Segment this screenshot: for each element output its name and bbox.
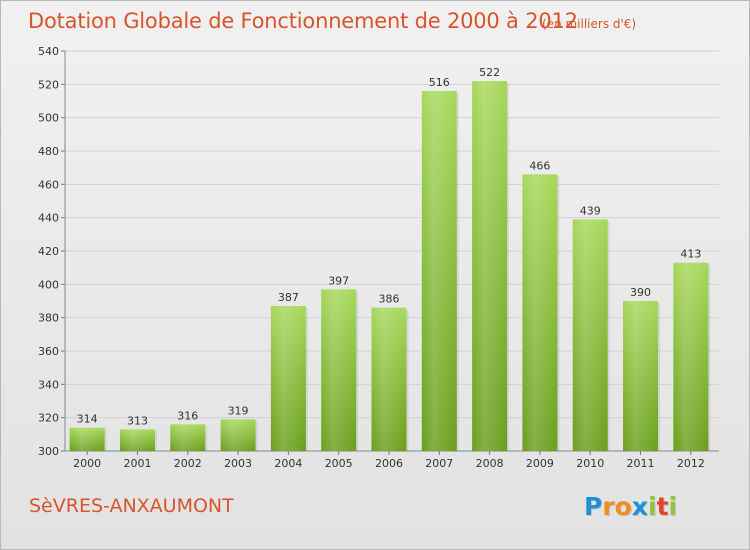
- logo-letter: P: [584, 492, 603, 521]
- bar-value-label: 439: [580, 204, 601, 217]
- x-tick-label: 2009: [526, 457, 554, 470]
- bar-highlight: [371, 307, 407, 451]
- x-tick-label: 2005: [325, 457, 353, 470]
- bar-highlight: [270, 306, 306, 451]
- bar-highlight: [69, 427, 105, 451]
- bar-highlight: [623, 301, 659, 451]
- y-tick-label: 360: [38, 345, 59, 358]
- x-tick-label: 2007: [425, 457, 453, 470]
- y-tick-label: 480: [38, 145, 59, 158]
- bar-value-label: 314: [77, 413, 98, 426]
- bar-highlight: [119, 429, 155, 451]
- y-tick-label: 500: [38, 112, 59, 125]
- bar-highlight: [170, 424, 206, 451]
- y-tick-label: 540: [38, 45, 59, 58]
- x-tick-label: 2003: [224, 457, 252, 470]
- logo-letter: o: [614, 492, 632, 521]
- bar-value-label: 466: [529, 159, 550, 172]
- x-tick-label: 2006: [375, 457, 403, 470]
- bar-value-label: 386: [379, 293, 400, 306]
- y-tick-label: 420: [38, 245, 59, 258]
- logo-letter: r: [602, 492, 615, 521]
- label-layer: 314 2000 313 2001 316 2002 319 2003 387 2004 397 20…: [73, 66, 705, 470]
- x-tick-label: 2010: [576, 457, 604, 470]
- bar-layer: [69, 81, 711, 452]
- bar-value-label: 319: [228, 404, 249, 417]
- bar-value-label: 313: [127, 414, 148, 427]
- y-tick-label: 460: [38, 178, 59, 191]
- logo-letter: i: [648, 492, 657, 521]
- bar-value-label: 387: [278, 291, 299, 304]
- y-tick-label: 520: [38, 78, 59, 91]
- bar-value-label: 397: [328, 274, 349, 287]
- y-tick-label: 400: [38, 278, 59, 291]
- x-tick-label: 2012: [677, 457, 705, 470]
- bar-value-label: 390: [630, 286, 651, 299]
- bar-highlight: [472, 81, 508, 451]
- y-tick-label: 380: [38, 312, 59, 325]
- x-tick-label: 2004: [274, 457, 302, 470]
- bar-highlight: [321, 289, 357, 451]
- proxiti-logo: Proxiti: [584, 492, 677, 521]
- logo-letter: t: [656, 492, 669, 521]
- bar-value-label: 522: [479, 66, 500, 79]
- x-tick-label: 2000: [73, 457, 101, 470]
- bar-highlight: [572, 219, 608, 451]
- logo-letter: i: [668, 492, 678, 521]
- y-tick-label: 440: [38, 212, 59, 225]
- bar-highlight: [220, 419, 256, 451]
- y-tick-label: 340: [38, 378, 59, 391]
- y-tick-label: 300: [38, 445, 59, 458]
- commune-name: SèVRES-ANXAUMONT: [29, 495, 234, 517]
- x-tick-label: 2008: [476, 457, 504, 470]
- bar-highlight: [421, 91, 457, 451]
- x-tick-label: 2002: [174, 457, 202, 470]
- bar-value-label: 316: [177, 409, 198, 422]
- logo-letter: x: [631, 492, 648, 521]
- bar-value-label: 413: [680, 248, 701, 261]
- x-tick-label: 2011: [627, 457, 655, 470]
- y-tick-label: 320: [38, 412, 59, 425]
- bar-value-label: 516: [429, 76, 450, 89]
- bar-highlight: [522, 174, 558, 452]
- chart-title: Dotation Globale de Fonctionnement de 20…: [28, 9, 578, 33]
- chart-unit: (en milliers d'€): [542, 17, 637, 31]
- x-tick-label: 2001: [123, 457, 151, 470]
- bar-highlight: [673, 262, 709, 451]
